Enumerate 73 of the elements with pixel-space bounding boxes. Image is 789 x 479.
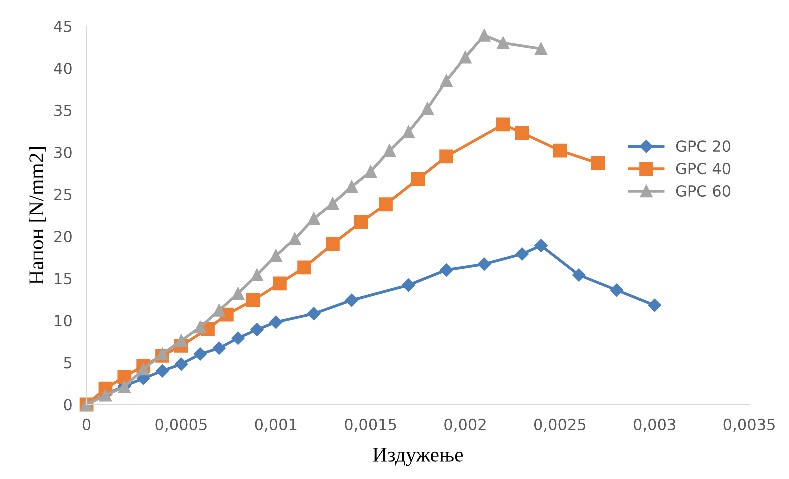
point [421,102,434,116]
x-tick-label: 0,0005 [156,418,207,432]
y-tick-label: 30 [54,146,72,159]
legend-label: GPC 60 [676,185,731,197]
x-tick-label: 0,0035 [724,418,775,432]
point [440,150,454,164]
point [478,29,491,42]
point [326,198,340,210]
point [194,321,207,334]
point [496,118,510,132]
point [270,316,283,329]
x-tick-label: 0,002 [444,418,486,432]
point [232,332,245,345]
point [459,51,472,64]
point [572,268,586,282]
x-tick-label: 0,0015 [345,418,396,432]
point [402,126,415,139]
point [270,250,282,262]
point [402,278,416,292]
point [326,237,340,252]
y-tick-label: 35 [54,104,72,116]
legend-label: GPC 40 [676,163,731,175]
point [379,198,393,212]
point [232,288,245,300]
point [174,358,188,371]
y-tick-label: 45 [54,21,72,32]
point [212,342,226,355]
point [272,276,287,291]
point [591,156,606,170]
point [411,172,426,186]
point [384,144,396,158]
point [478,258,492,271]
point [610,284,624,297]
point [175,334,188,348]
point [250,323,264,336]
point [345,294,358,308]
point [516,248,529,261]
y-tick-label: 20 [54,231,72,243]
point [308,212,320,226]
point [497,36,510,50]
y-tick-label: 15 [55,273,72,285]
legend-label: GPC 20 [676,140,731,152]
x-tick-label: 0,001 [255,418,297,432]
point [648,298,662,312]
point [250,269,264,282]
y-tick-label: 40 [54,62,72,74]
y-tick-label: 25 [54,188,72,201]
point [535,42,548,56]
y-tick-label: 0 [64,399,72,411]
x-tick-label: 0 [82,418,91,430]
x-tick-label: 0,003 [634,418,676,432]
point [298,260,312,275]
point [307,307,321,321]
point [194,348,207,361]
point [156,364,170,378]
point [213,304,226,317]
point [354,215,368,230]
y-axis-title: Напон [N/mm2] [29,147,46,285]
y-tick-label: 10 [55,315,72,327]
point [364,166,378,178]
point [346,180,358,194]
y-tick-label: 5 [64,357,72,369]
point [288,232,302,246]
x-tick-label: 0,0025 [534,418,586,432]
point [440,74,453,88]
point [553,144,568,158]
point [534,239,548,252]
point [440,264,454,277]
point [246,294,260,308]
point [137,363,150,376]
point [118,370,132,384]
point [515,126,530,140]
x-axis-title: Издужење [373,448,464,466]
